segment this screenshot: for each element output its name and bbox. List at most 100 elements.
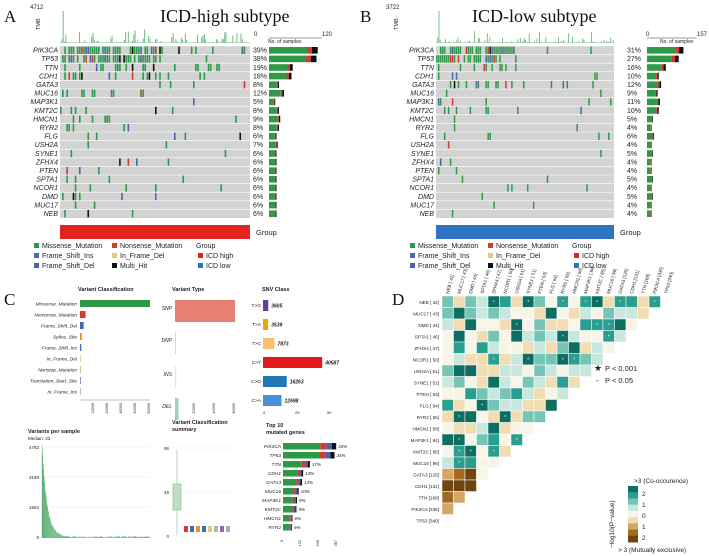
snv-value: 12698 <box>285 399 299 405</box>
tmb-bar <box>509 42 511 43</box>
tmb-bar <box>98 41 99 43</box>
tmb-bar <box>448 41 450 43</box>
count-bar-missense <box>269 55 307 63</box>
tmb-bar <box>92 32 94 43</box>
row-label: SYNE1 [ 51] <box>414 381 439 386</box>
tmb-bar <box>470 42 472 43</box>
mutation-cell <box>169 81 172 89</box>
heat-cell <box>533 410 546 423</box>
tmb-bar <box>243 42 245 43</box>
gene-pct: 4% <box>627 159 637 166</box>
mutation-cell <box>437 63 440 72</box>
gene-pct: 9% <box>253 116 263 123</box>
heat-cell <box>453 341 466 354</box>
heat-cell <box>441 491 454 504</box>
count-bar-multihit <box>276 141 278 149</box>
heat-cell <box>614 330 627 343</box>
mutation-cell <box>465 81 468 89</box>
mutation-cell <box>509 46 511 54</box>
mutation-cell <box>81 46 83 54</box>
mutation-cell <box>140 55 142 63</box>
count-bar-missense <box>269 124 277 131</box>
heat-cell <box>556 341 569 354</box>
tmb-bar <box>540 42 542 43</box>
top10-bar-nonsense <box>296 479 299 486</box>
gene-labels: PIK3CA 39% TP53 38% TTN 19% CDH1 18% GATA3 8% MUC1… <box>30 48 267 218</box>
heat-cell <box>441 433 454 446</box>
count-bar-multihit <box>679 47 684 54</box>
heat-cell <box>591 341 604 354</box>
top10-bar-fsd <box>295 488 298 495</box>
gene-pct: 5% <box>253 99 263 106</box>
tmb-bar <box>85 42 87 43</box>
top10-bar-multi <box>331 443 337 450</box>
sig-mark: . <box>493 404 494 410</box>
mutation-cell <box>70 149 73 158</box>
mutation-cell <box>117 46 119 54</box>
count-bar-nonsense <box>656 107 658 114</box>
count-bar-multihit <box>651 184 652 192</box>
top10-pct: 10% <box>301 489 310 494</box>
count-bar-nonsense <box>274 184 276 192</box>
tmb-max: 4712 <box>30 5 44 11</box>
heat-cell <box>545 364 558 377</box>
gene-label: MUC16 <box>34 91 58 98</box>
gene-label: HMCN1 <box>409 116 434 123</box>
heat-cell <box>533 307 546 320</box>
tmb-bar <box>232 35 234 43</box>
tmb-bar <box>112 42 114 43</box>
heat-cell <box>476 456 489 469</box>
count-bar-nonsense <box>651 115 653 123</box>
mutation-cell <box>459 46 462 54</box>
snv-label: T>C <box>252 341 262 347</box>
count-bar-multihit <box>277 81 279 88</box>
mutation-cell <box>83 46 85 54</box>
heat-cell <box>545 399 558 412</box>
heat-cell <box>441 330 454 343</box>
tmb-bar <box>167 42 169 43</box>
mutation-cell <box>83 89 85 97</box>
mutation-cell <box>112 46 115 54</box>
heat-cell <box>487 456 500 469</box>
top10-bar-multi <box>300 479 303 486</box>
mutation-cell <box>110 89 113 97</box>
mutation-cell <box>112 89 115 97</box>
mutation-cell <box>89 46 92 54</box>
mutation-cell <box>477 46 480 54</box>
tmb-bar <box>578 41 580 43</box>
heat-cell <box>476 364 489 377</box>
tmb-bar <box>449 42 451 43</box>
tmb-bar <box>95 42 97 43</box>
vc-label: Frame_Shift_Del <box>41 324 78 330</box>
top10-pct: 34% <box>337 453 346 458</box>
count-bar-multihit <box>274 98 276 106</box>
top10-label: HMCN1 <box>264 516 281 522</box>
mutation-cell <box>64 46 66 54</box>
mutation-cell <box>79 63 81 72</box>
mutation-cell <box>66 124 68 132</box>
samples-min: 0 <box>254 32 258 38</box>
row-label: NEB [ 42] <box>419 300 439 305</box>
gene-label: MUC17 <box>410 202 435 209</box>
mutation-cell <box>193 81 195 89</box>
mutation-cell <box>66 167 68 175</box>
tmb-bar <box>228 42 230 43</box>
tmb-bar <box>233 42 235 43</box>
mutation-cell <box>586 184 588 192</box>
heat-cell <box>464 295 477 308</box>
count-bar-multihit <box>275 158 277 166</box>
vt-tick: 40000 <box>212 403 216 414</box>
gene-pct: 8% <box>253 108 263 115</box>
count-bar-missense <box>269 158 275 166</box>
mutation-cell <box>220 184 223 192</box>
tmb-bar <box>66 42 68 43</box>
mutation-cell <box>146 46 149 54</box>
tmb-bar <box>224 32 226 43</box>
sig-mark: * <box>458 461 460 467</box>
tmb-bar <box>455 42 456 43</box>
tmb-bar <box>605 42 606 43</box>
top10-bar-fsd <box>325 452 331 459</box>
heat-cell <box>453 422 466 435</box>
count-bar-missense <box>647 193 652 200</box>
tmb-bar <box>84 40 86 43</box>
